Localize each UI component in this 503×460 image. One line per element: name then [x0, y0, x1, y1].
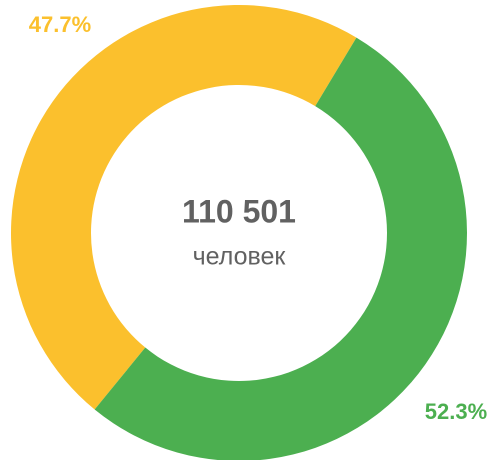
value-label: 47.7% — [29, 12, 91, 37]
value-label: 52.3% — [425, 399, 487, 424]
donut-segment — [11, 5, 357, 410]
center-total: 110 501 — [182, 193, 296, 229]
donut-segment — [94, 37, 467, 460]
center-unit: человек — [193, 243, 287, 271]
